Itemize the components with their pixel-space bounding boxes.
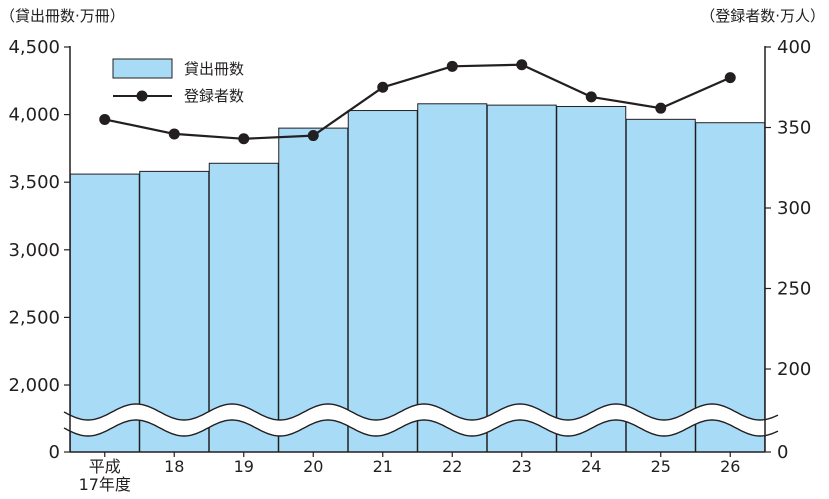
x-tick-label: 22 [442,457,462,476]
left-tick-label: 0 [49,442,60,463]
right-tick-label: 300 [777,198,811,219]
x-tick-label: 23 [512,457,532,476]
line-point [307,130,319,142]
right-tick-label: 250 [777,279,811,300]
left-tick-label: 4,500 [8,37,60,58]
bar [625,118,696,453]
line-point [168,128,180,140]
x-tick-label: 19 [234,457,254,476]
left-axis-unit-label: （貸出冊数·万冊） [0,7,125,25]
x-tick-label: 平成 [89,457,121,476]
x-tick-label: 17年度 [79,475,131,494]
legend-bar-label: 貸出冊数 [184,60,244,78]
left-tick-label: 3,000 [8,240,60,261]
line-point [446,60,458,72]
bar [486,104,557,453]
axis-break [63,403,779,437]
line-point [377,81,389,93]
legend: 貸出冊数 登録者数 [112,58,244,105]
bar [278,127,349,453]
line-point [655,102,667,114]
line-point [99,113,111,125]
line-point [238,133,250,145]
right-axis-unit-label: （登録者数·万人） [700,7,825,25]
legend-line-marker [136,90,148,102]
line-point [724,72,736,84]
bar [208,162,279,453]
axis-break-line-upper [63,403,779,421]
right-tick-label: 400 [777,37,811,58]
legend-bar-swatch [112,58,173,79]
left-tick-label: 2,500 [8,307,60,328]
bar [417,103,488,453]
line-point [585,91,597,103]
x-tick-label: 21 [373,457,393,476]
right-tick-label: 200 [777,359,811,380]
axis-break-line-lower [63,419,779,437]
bar [347,110,418,453]
axes: 0 2,000 2,500 3,000 3,500 4,000 4,500 0 200 250 30… [8,37,811,494]
right-tick-label: 350 [777,118,811,139]
x-tick-label: 25 [651,457,671,476]
line-point [516,59,528,71]
line-path [104,63,731,140]
x-tick-label: 26 [720,457,740,476]
right-tick-label: 0 [777,442,788,463]
bar-series [69,103,766,453]
legend-line-label: 登録者数 [184,87,244,105]
line-series [99,59,736,145]
bar [556,105,627,453]
left-tick-label: 4,000 [8,105,60,126]
x-tick-label: 24 [581,457,601,476]
bar [695,122,766,453]
left-tick-label: 2,000 [8,375,60,396]
x-tick-label: 20 [303,457,323,476]
x-tick-label: 18 [164,457,184,476]
left-tick-label: 3,500 [8,172,60,193]
